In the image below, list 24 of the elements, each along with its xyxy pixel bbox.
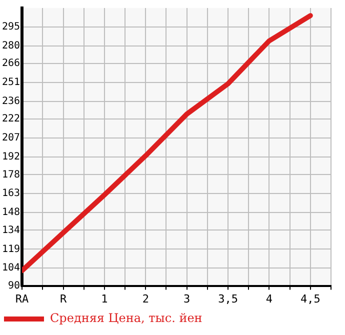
x-tick-label: 4,5 — [300, 292, 320, 306]
x-tick-label: 3 — [184, 292, 190, 306]
y-tick-label: 163 — [2, 188, 20, 200]
y-tick-label: 192 — [2, 152, 20, 163]
y-tick-label: 280 — [2, 40, 20, 52]
y-tick-label: 148 — [2, 207, 20, 218]
y-tick-label: 295 — [2, 22, 20, 33]
x-tick-label: R — [60, 292, 67, 306]
x-tick-label: 1 — [101, 292, 108, 306]
y-tick-label: 104 — [2, 262, 20, 274]
y-tick-label: 266 — [2, 58, 20, 70]
y-tick-label: 178 — [2, 169, 20, 180]
x-tick-label: RA — [15, 292, 30, 306]
x-tick-label: 2 — [142, 292, 149, 306]
y-tick-label: 251 — [2, 77, 20, 88]
x-tick-label: 3,5 — [218, 292, 238, 306]
y-tick-label: 207 — [2, 132, 20, 144]
y-tick-label: 134 — [2, 224, 20, 236]
y-tick-label: 222 — [2, 114, 20, 125]
x-tick-label: 4 — [266, 292, 273, 306]
y-tick-label: 90 — [8, 280, 20, 292]
y-tick-label: 236 — [2, 96, 20, 108]
legend-label: Средняя Цена, тыс. йен — [50, 311, 202, 326]
y-tick-label: 119 — [2, 244, 20, 255]
